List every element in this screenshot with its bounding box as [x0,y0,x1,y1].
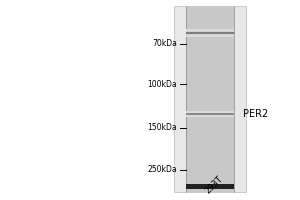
Bar [186,184,234,188]
Text: 293T: 293T [204,174,225,195]
Bar [186,116,234,117]
Text: 70kDa: 70kDa [152,40,177,48]
Bar [186,32,234,33]
Bar [186,6,234,192]
Text: 250kDa: 250kDa [147,166,177,174]
Bar [186,29,234,30]
Bar [186,33,234,34]
Bar [186,30,234,31]
Bar [186,111,234,112]
Bar [186,112,234,113]
Text: 100kDa: 100kDa [147,80,177,88]
Bar [186,114,234,115]
Bar [186,36,234,37]
Text: 150kDa: 150kDa [147,123,177,132]
Bar [186,31,234,32]
Bar [174,6,246,192]
Bar [186,35,234,36]
Bar [186,113,234,114]
Bar [186,34,234,35]
Bar [186,115,234,116]
Text: PER2: PER2 [243,109,268,119]
